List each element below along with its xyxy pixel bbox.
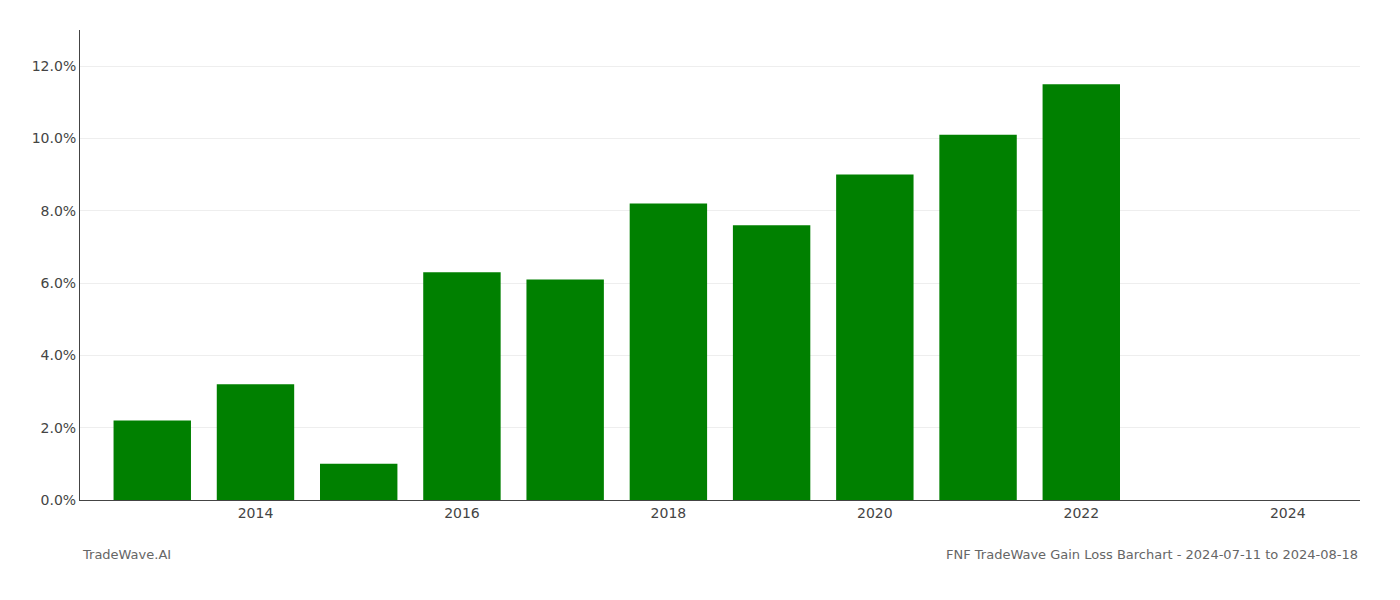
svg-text:2018: 2018 xyxy=(651,505,687,521)
svg-text:2016: 2016 xyxy=(444,505,480,521)
svg-text:10.0%: 10.0% xyxy=(32,130,76,146)
svg-text:2.0%: 2.0% xyxy=(41,420,77,436)
svg-text:4.0%: 4.0% xyxy=(41,347,77,363)
svg-text:2024: 2024 xyxy=(1270,505,1306,521)
svg-text:6.0%: 6.0% xyxy=(41,275,77,291)
svg-text:2014: 2014 xyxy=(238,505,274,521)
svg-text:0.0%: 0.0% xyxy=(41,492,77,508)
svg-text:12.0%: 12.0% xyxy=(32,58,76,74)
svg-text:2022: 2022 xyxy=(1063,505,1099,521)
svg-text:2020: 2020 xyxy=(857,505,893,521)
svg-text:8.0%: 8.0% xyxy=(41,203,77,219)
svg-text:TradeWave.AI: TradeWave.AI xyxy=(82,547,171,562)
svg-text:FNF TradeWave Gain Loss Barcha: FNF TradeWave Gain Loss Barchart - 2024-… xyxy=(946,547,1358,562)
